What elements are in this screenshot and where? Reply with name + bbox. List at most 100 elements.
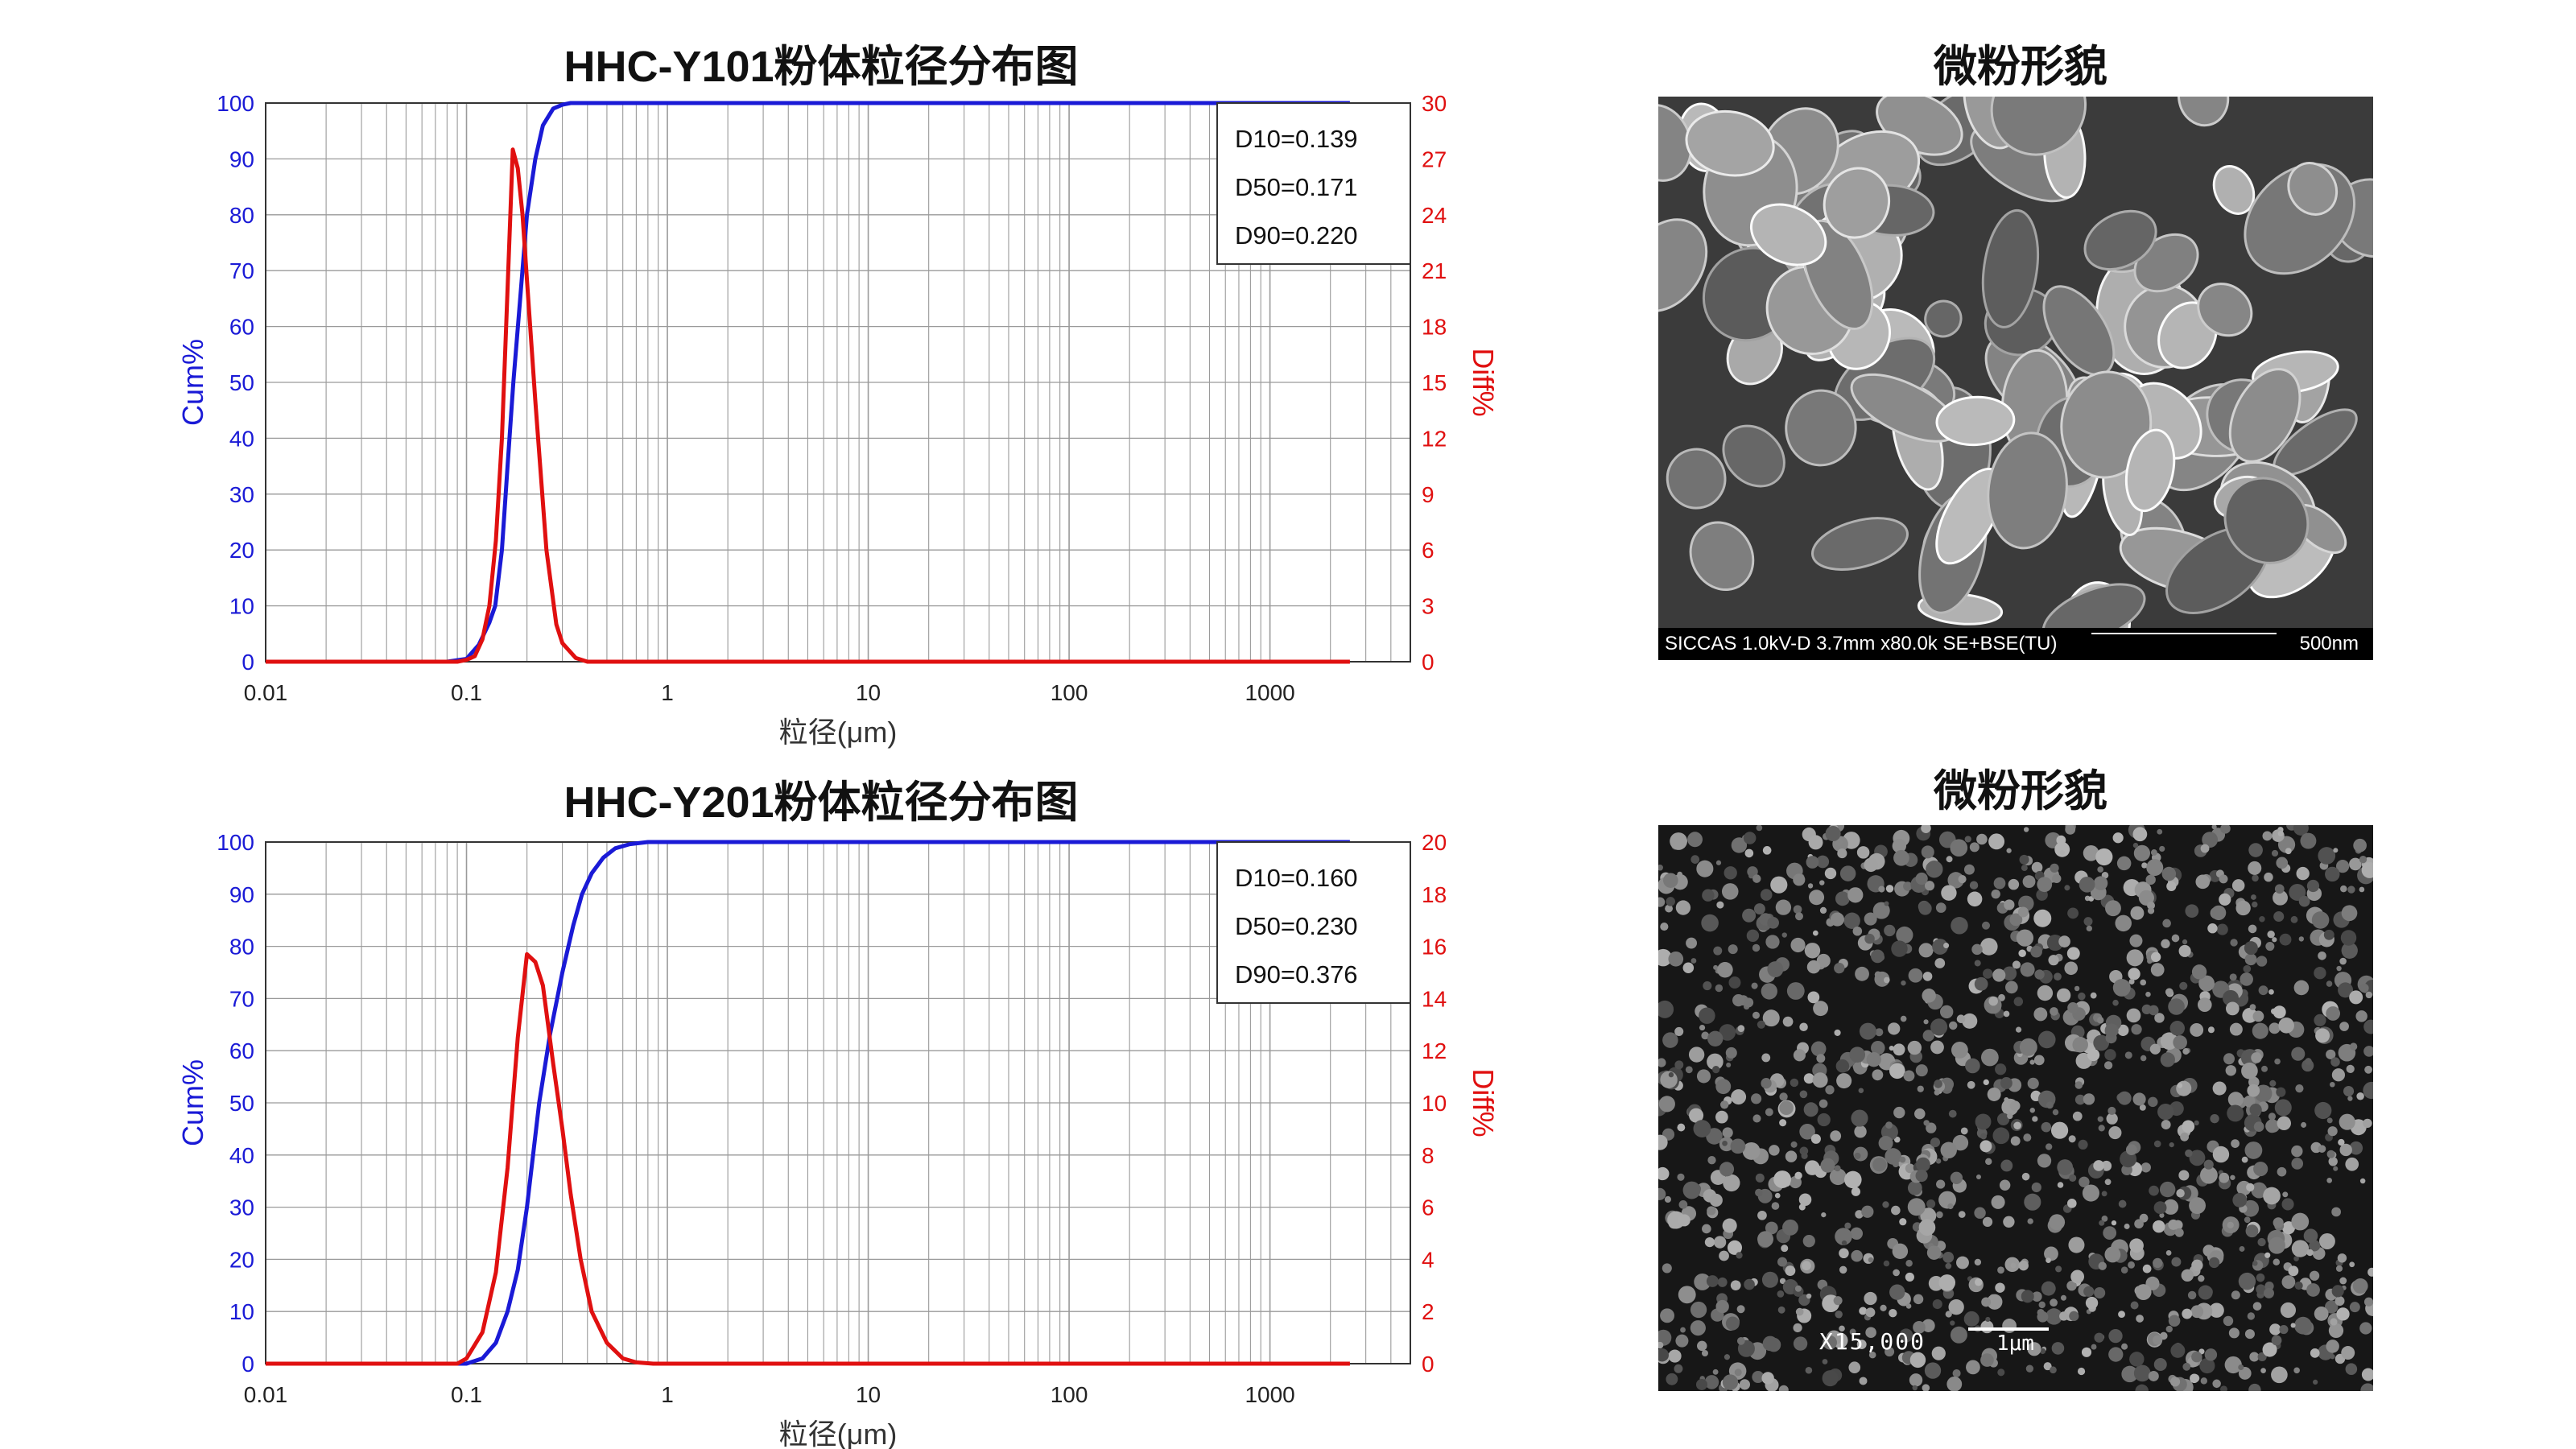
sem-particle [2097, 866, 2104, 873]
sem-particle [1785, 1265, 1796, 1277]
sem-particle [2350, 1042, 2358, 1051]
sem-particle [2032, 1116, 2038, 1122]
sem-particle [2182, 1120, 2195, 1133]
sem-particle [2352, 1278, 2368, 1294]
sem-particle [2130, 906, 2145, 920]
sem-particle [1658, 1134, 1668, 1150]
sem-particle [1668, 951, 1684, 967]
sem-particle [2258, 985, 2268, 996]
sem-particle [2212, 1379, 2221, 1389]
sem-particle [2023, 1133, 2032, 1142]
sem-particle [1719, 1024, 1736, 1041]
sem-particle [2083, 844, 2099, 861]
sem-particle [1690, 1301, 1707, 1319]
sem-particle [1864, 933, 1875, 944]
sem-particle [2198, 975, 2215, 992]
sem-particle [2161, 866, 2177, 881]
sem-particle [1864, 912, 1877, 926]
sem-particle [1915, 1064, 1928, 1077]
sem-particle [2285, 848, 2292, 855]
sem-particle [1935, 395, 2016, 447]
sem-particle [2222, 989, 2239, 1006]
sem-particle [1922, 1030, 1934, 1042]
sem-particle [2306, 1249, 2314, 1257]
y-tick-label: 0 [242, 650, 254, 675]
sem-particle [1694, 1273, 1711, 1290]
sem-particle [1936, 1211, 1943, 1219]
sem-particle [1844, 1222, 1852, 1229]
sem-particle [1825, 1085, 1835, 1095]
sem-particle [2291, 1240, 2310, 1257]
sem-particle [1830, 1130, 1842, 1142]
sem-particle [1728, 944, 1738, 955]
sem-particle [2093, 876, 2108, 890]
sem-particle [1696, 1340, 1707, 1352]
sem-particle [2349, 990, 2363, 1005]
sem-particle [1770, 876, 1788, 894]
sem-particle [2115, 914, 2132, 932]
stats-text: D10=0.139 [1235, 125, 1358, 153]
sem-particle [1823, 1335, 1837, 1350]
sem-particle [2148, 1096, 2158, 1108]
sem-particle [2030, 945, 2042, 958]
sem-particle [2274, 884, 2285, 894]
sem-particle [1810, 517, 1909, 571]
sem-particle [2111, 1220, 2117, 1226]
sem-particle [1946, 1376, 1963, 1391]
sem-particle [2291, 1212, 2310, 1231]
sem-particle [2178, 1170, 2190, 1181]
sem-particle [2018, 1260, 2029, 1271]
sem-particle [2031, 1182, 2041, 1193]
sem-particle [1795, 1307, 1804, 1316]
sem-particle [1736, 1252, 1743, 1259]
sem-micrograph-y201 [1658, 825, 2373, 1391]
stats-text: D10=0.160 [1235, 864, 1358, 892]
x-tick-label: 1000 [1245, 1382, 1294, 1407]
sem-particle [1885, 885, 1894, 893]
sem-particle [2229, 1022, 2243, 1036]
sem-particle [1875, 1028, 1884, 1037]
sem-particle [2072, 1111, 2083, 1121]
sem-particle [1752, 1011, 1761, 1019]
sem-particle [2224, 1356, 2242, 1374]
sem-particle [2145, 874, 2156, 886]
sem-particle [1905, 1260, 1913, 1267]
sem-particle [2293, 825, 2309, 836]
sem-particle [1851, 1187, 1861, 1196]
particle-size-chart-y201: 0102030405060708090100024681012141618200… [176, 830, 1500, 1449]
sem-particle [1810, 1133, 1821, 1144]
sem-particle [1744, 848, 1754, 858]
sem-particle [2267, 930, 2275, 939]
sem-particle [2269, 1323, 2281, 1335]
sem-particle [2232, 1192, 2248, 1208]
sem-particle [2133, 844, 2150, 861]
x-axis-label: 粒径(μm) [779, 1418, 898, 1449]
sem-particle [1707, 1053, 1724, 1071]
sem-particle [2159, 1181, 2176, 1198]
sem-particle [1742, 1141, 1761, 1160]
sem-particle [1848, 1361, 1861, 1374]
sem-particle [2153, 1140, 2161, 1148]
sem-particle [1992, 1127, 2010, 1145]
sem-particle [2093, 1034, 2110, 1051]
sem-particle [2202, 832, 2219, 848]
sem-particle [2165, 1325, 2173, 1333]
sem-particle [2305, 1058, 2312, 1065]
sem-particle [1938, 1191, 1956, 1209]
sem-particle [2128, 1261, 2135, 1269]
sem-particle [2067, 907, 2079, 919]
sem-particle [2187, 1290, 2197, 1300]
y-axis-label: Cum% [176, 339, 209, 426]
sem-particle [1917, 1085, 1924, 1092]
sem-particle [1889, 1045, 1894, 1051]
stats-text: D50=0.230 [1235, 912, 1358, 940]
sem-particle [2272, 937, 2277, 943]
sem-particle [2182, 939, 2188, 945]
sem-particle [1979, 938, 1998, 956]
sem-particle [2298, 936, 2305, 942]
sem-particle [2273, 1005, 2286, 1019]
sem-particle [1805, 1366, 1813, 1374]
sem-particle [2271, 1335, 2282, 1346]
y2-tick-label: 6 [1422, 1195, 1435, 1220]
sem-particle [1834, 1029, 1841, 1036]
